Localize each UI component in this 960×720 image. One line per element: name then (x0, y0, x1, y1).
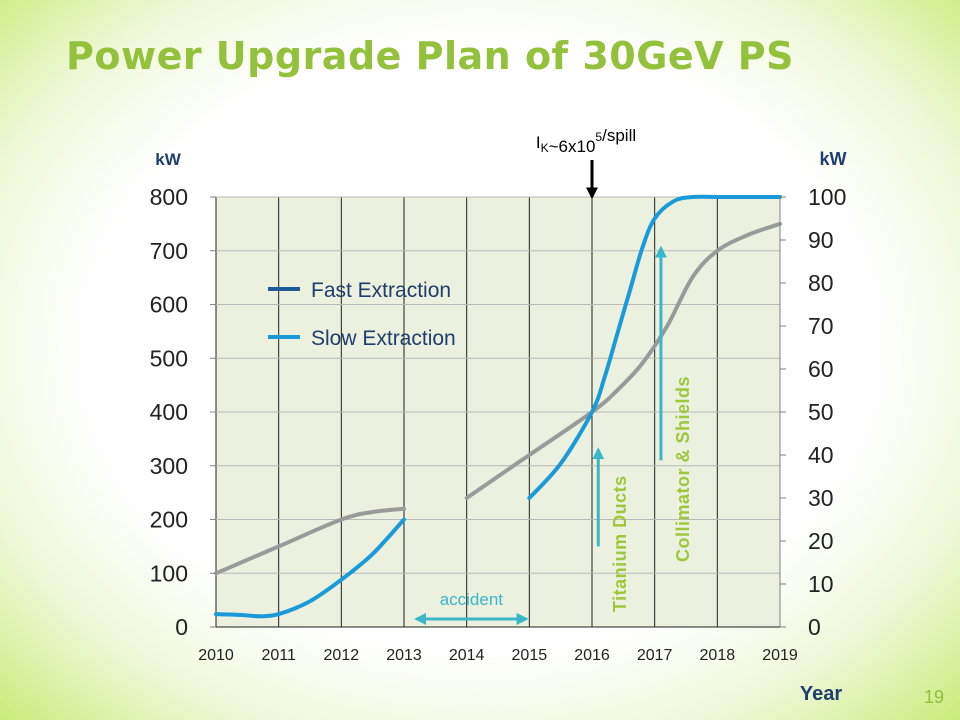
left-axis-tick-label: 600 (150, 292, 188, 318)
x-axis-tick-label: 2013 (386, 647, 422, 664)
right-axis-tick-label: 40 (808, 442, 834, 468)
right-axis-tick-label: 70 (808, 313, 834, 339)
x-axis-label: Year (800, 683, 842, 705)
collimator-shields-label: Collimator & Shields (673, 376, 693, 562)
right-y-axis: 0 10 20 30 40 50 60 70 80 90 100 (779, 184, 846, 640)
left-axis-tick-label: 300 (150, 453, 188, 479)
x-axis-tick-label: 2011 (261, 647, 296, 664)
x-axis-tick-label: 2017 (637, 647, 673, 664)
right-axis-tick-label: 100 (808, 184, 846, 210)
intensity-label: IK~6x105/spill (536, 126, 636, 156)
right-axis-tick-label: 10 (808, 571, 834, 597)
series-lines (214, 194, 782, 619)
left-axis-tick-label: 400 (150, 399, 188, 425)
right-axis-tick-label: 30 (808, 485, 834, 511)
right-axis-tick-label: 20 (808, 528, 834, 554)
right-axis-tick-label: 50 (808, 399, 834, 425)
x-axis-tick-label: 2018 (700, 647, 736, 664)
x-axis-tick-label: 2016 (574, 647, 610, 664)
legend: Fast Extraction Slow Extraction (268, 279, 456, 350)
right-axis-tick-label: 80 (808, 270, 834, 296)
slow-extraction-line (214, 517, 406, 619)
titanium-ducts-label: Titanium Ducts (610, 475, 630, 612)
right-axis-label: kW (820, 149, 847, 169)
slide-title: Power Upgrade Plan of 30GeV PS (66, 34, 795, 78)
fast-extraction-line (464, 221, 782, 500)
left-axis-tick-label: 800 (150, 184, 188, 210)
x-axis: 2010 2011 2012 2013 2014 2015 2016 2017 2018 2019 (198, 647, 798, 664)
left-axis-label: kW (155, 150, 181, 169)
left-axis-tick-label: 0 (175, 614, 188, 640)
annotations: accident Titanium Ducts Collimator & Shiel… (414, 126, 693, 625)
x-axis-tick-label: 2012 (324, 647, 360, 664)
right-axis-tick-label: 90 (808, 227, 834, 253)
accident-label: accident (440, 590, 504, 609)
left-y-axis: 0 100 200 300 400 500 600 700 800 (150, 184, 216, 640)
fast-extraction-line (214, 506, 406, 576)
right-axis-tick-label: 60 (808, 356, 834, 382)
x-axis-tick-label: 2014 (449, 647, 485, 664)
left-axis-tick-label: 200 (150, 507, 188, 533)
page-number: 19 (923, 687, 944, 707)
x-axis-tick-label: 2010 (198, 647, 234, 664)
left-axis-tick-label: 500 (150, 345, 188, 371)
x-axis-tick-label: 2015 (512, 647, 548, 664)
right-axis-tick-label: 0 (808, 614, 821, 640)
legend-label-slow-extraction: Slow Extraction (311, 327, 456, 350)
x-axis-tick-label: 2019 (762, 647, 798, 664)
slow-extraction-line (527, 194, 782, 500)
legend-label-fast-extraction: Fast Extraction (311, 279, 451, 302)
left-axis-tick-label: 100 (150, 560, 188, 586)
left-axis-tick-label: 700 (150, 238, 188, 264)
